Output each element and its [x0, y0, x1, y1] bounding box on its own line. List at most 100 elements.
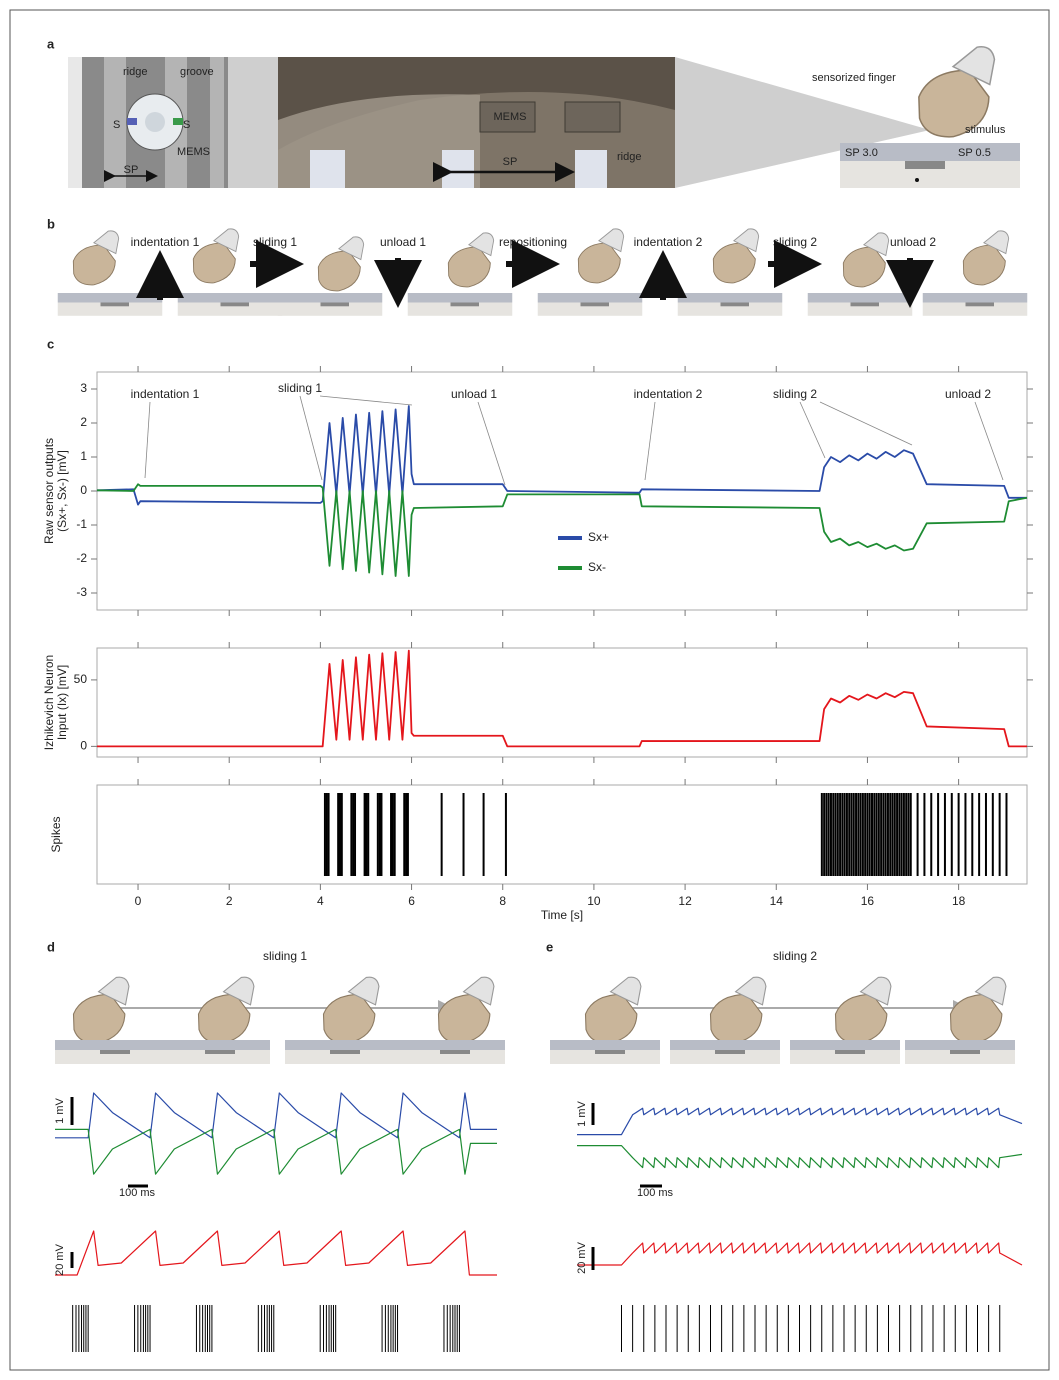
illustration: [65, 975, 139, 1048]
frame: [9, 9, 1050, 1371]
illustration: [430, 975, 504, 1048]
x-axis-label: Time [s]: [541, 908, 583, 922]
annotation: ridge: [617, 151, 641, 163]
y-tick-label: 3: [80, 381, 87, 395]
annotation: S: [113, 119, 120, 131]
x-tick-label: 16: [861, 894, 875, 908]
illustration: [577, 975, 651, 1048]
leader-line: [144, 401, 151, 479]
y-axis-label: Spikes: [49, 816, 63, 852]
annotation: SP: [124, 164, 139, 176]
annotation: SP 3.0: [845, 147, 878, 159]
plot-frame: [96, 784, 1028, 885]
leader-line: [644, 401, 656, 481]
trace: [96, 483, 1028, 577]
scale-bar-label: 20 mV: [54, 1243, 66, 1275]
x-tick-label: 18: [952, 894, 966, 908]
y-axis-label: (Sx+, Sx-) [mV]: [55, 450, 69, 532]
panel-label: b: [47, 216, 55, 231]
panel-a-art: [68, 43, 1020, 188]
step-label: indentation 1: [131, 235, 200, 249]
annotation: S: [183, 119, 190, 131]
annotation: SP 0.5: [958, 147, 991, 159]
illustration: [315, 975, 389, 1048]
panel-label: e: [546, 939, 553, 954]
step-label: unload 1: [380, 235, 426, 249]
legend-label: Sx+: [588, 530, 609, 544]
y-tick-label: 1: [80, 449, 87, 463]
y-tick-label: 0: [80, 483, 87, 497]
trace: [577, 1107, 1023, 1136]
illustration: [702, 975, 776, 1048]
legend-label: Sx-: [588, 560, 606, 574]
illustration: [670, 1040, 780, 1064]
annotation: ridge: [123, 66, 147, 78]
panel-label: c: [47, 336, 54, 351]
step-label: sliding 1: [253, 235, 297, 249]
leader-line: [819, 401, 913, 446]
panel-title: sliding 2: [773, 949, 817, 963]
illustration: [550, 1040, 660, 1064]
trace: [96, 405, 1027, 506]
illustration: [67, 229, 127, 289]
step-label: indentation 2: [634, 235, 703, 249]
leader-line: [477, 401, 506, 486]
illustration: [190, 975, 264, 1048]
illustration: [957, 229, 1017, 289]
scale-bar-label: 1 mV: [54, 1098, 66, 1124]
illustration: [442, 231, 502, 291]
illustration: [395, 1040, 505, 1064]
annotation: sliding 2: [773, 387, 817, 401]
y-axis-label: Input (Ix) [mV]: [55, 665, 69, 740]
annotation: SP: [503, 156, 518, 168]
x-tick-label: 14: [770, 894, 784, 908]
x-tick-label: 4: [317, 894, 324, 908]
illustration: [312, 235, 372, 295]
y-tick-label: -3: [76, 585, 87, 599]
illustration: [177, 293, 283, 316]
illustration: [790, 1040, 900, 1064]
x-tick-label: 6: [408, 894, 415, 908]
illustration: [572, 227, 632, 287]
illustration: [807, 293, 913, 316]
annotation: sensorized finger: [812, 72, 896, 84]
annotation: unload 1: [451, 387, 497, 401]
scale-bar-label: 20 mV: [576, 1241, 588, 1273]
annotation: MEMS: [494, 111, 527, 123]
scale-bar-label: 100 ms: [637, 1187, 674, 1199]
step-label: sliding 2: [773, 235, 817, 249]
panel-label: a: [47, 36, 55, 51]
leader-line: [299, 395, 323, 481]
scale-bar-label: 1 mV: [576, 1101, 588, 1127]
annotation: sliding 1: [278, 381, 322, 395]
x-tick-label: 2: [226, 894, 233, 908]
leader-line: [799, 401, 826, 459]
leader-line: [319, 395, 413, 406]
illustration: [277, 293, 383, 316]
trace: [55, 1230, 497, 1276]
y-axis-label: Izhikevich Neuron: [42, 655, 56, 750]
illustration: [537, 293, 643, 316]
annotation: MEMS: [177, 146, 210, 158]
leader-line: [974, 401, 1004, 481]
illustration: [57, 293, 163, 316]
illustration: [837, 231, 897, 291]
y-tick-label: 50: [74, 672, 88, 686]
panel-label: d: [47, 939, 55, 954]
trace: [577, 1242, 1023, 1266]
illustration: [407, 293, 513, 316]
illustration: [160, 1040, 270, 1064]
illustration: [55, 1040, 165, 1064]
illustration: [827, 975, 901, 1048]
x-tick-label: 12: [678, 894, 692, 908]
y-tick-label: 0: [80, 739, 87, 753]
x-tick-label: 0: [135, 894, 142, 908]
panel-de-art: [55, 975, 1016, 1064]
trace: [97, 649, 1027, 748]
illustration: [922, 293, 1028, 316]
illustration: [285, 1040, 395, 1064]
annotation: indentation 2: [634, 387, 703, 401]
annotation: unload 2: [945, 387, 991, 401]
